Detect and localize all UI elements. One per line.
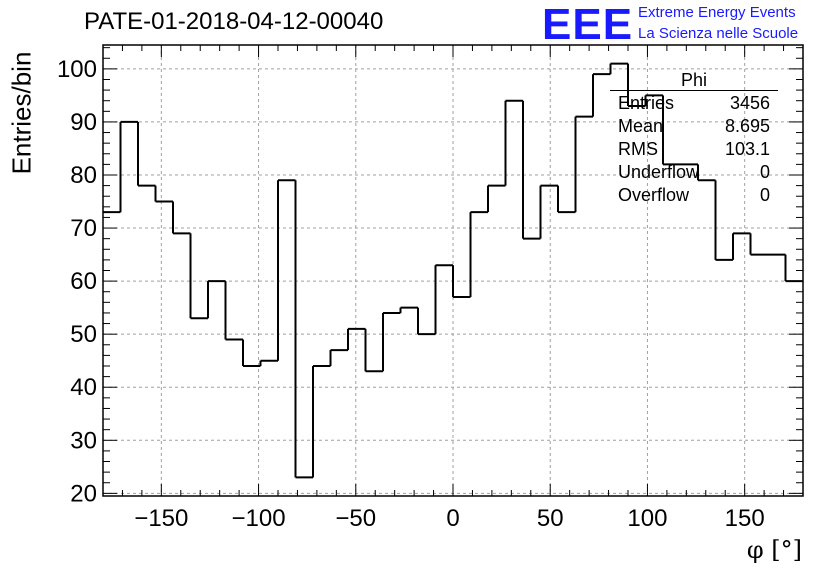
stats-divider [610,90,778,91]
stat-name: Entries [618,93,675,113]
y-tick-label: 90 [70,109,97,136]
stat-row-mean: Mean 8.695 [618,116,770,138]
stat-row-rms: RMS 103.1 [618,139,770,161]
stat-row-entries: Entries 3456 [618,93,770,115]
x-tick-label: 0 [446,505,459,532]
stat-name: RMS [618,139,658,159]
logo-caption-line1: Extreme Energy Events [638,4,796,21]
stat-value: 3456 [729,93,770,113]
chart-title: PATE-01-2018-04-12-00040 [84,8,384,35]
x-tick-label: 100 [627,505,667,532]
stat-row-underflow: Underflow 0 [618,162,770,184]
stat-value: 0 [759,185,770,205]
y-tick-label: 100 [57,56,97,83]
stat-name: Underflow [618,162,700,182]
y-tick-label: 80 [70,162,97,189]
x-tick-label: −100 [232,505,286,532]
stat-value: 103.1 [724,139,770,159]
x-tick-label: 150 [725,505,765,532]
y-tick-label: 40 [70,374,97,401]
stat-name: Mean [618,116,664,136]
stat-value: 0 [759,162,770,182]
axis-ticks [102,45,804,496]
x-tick-label: −50 [335,505,376,532]
stat-value: 8.695 [724,116,770,136]
x-tick-label: 50 [537,505,564,532]
logo-caption-line2: La Scienza nelle Scuole [638,25,799,42]
y-tick-label: 20 [70,480,97,507]
stats-title: Phi [680,70,707,90]
eee-logo: EEE [542,0,634,49]
y-axis-label: Entries/bin [6,51,37,175]
x-axis-label: φ [°] [746,536,802,564]
histogram-series [103,62,803,479]
stats-box: Phi Entries 3456 Mean 8.695 RMS 103.1 Un… [610,70,778,210]
y-tick-label: 30 [70,427,97,454]
stat-name: Overflow [618,185,690,205]
x-tick-label: −150 [134,505,188,532]
y-tick-label: 50 [70,321,97,348]
stat-row-overflow: Overflow 0 [618,185,770,207]
y-tick-label: 60 [70,268,97,295]
y-tick-label: 70 [70,215,97,242]
tick-labels: −150 −100 −50 0 50 100 150 20 30 40 50 60 70 80 90 100 [57,56,765,532]
